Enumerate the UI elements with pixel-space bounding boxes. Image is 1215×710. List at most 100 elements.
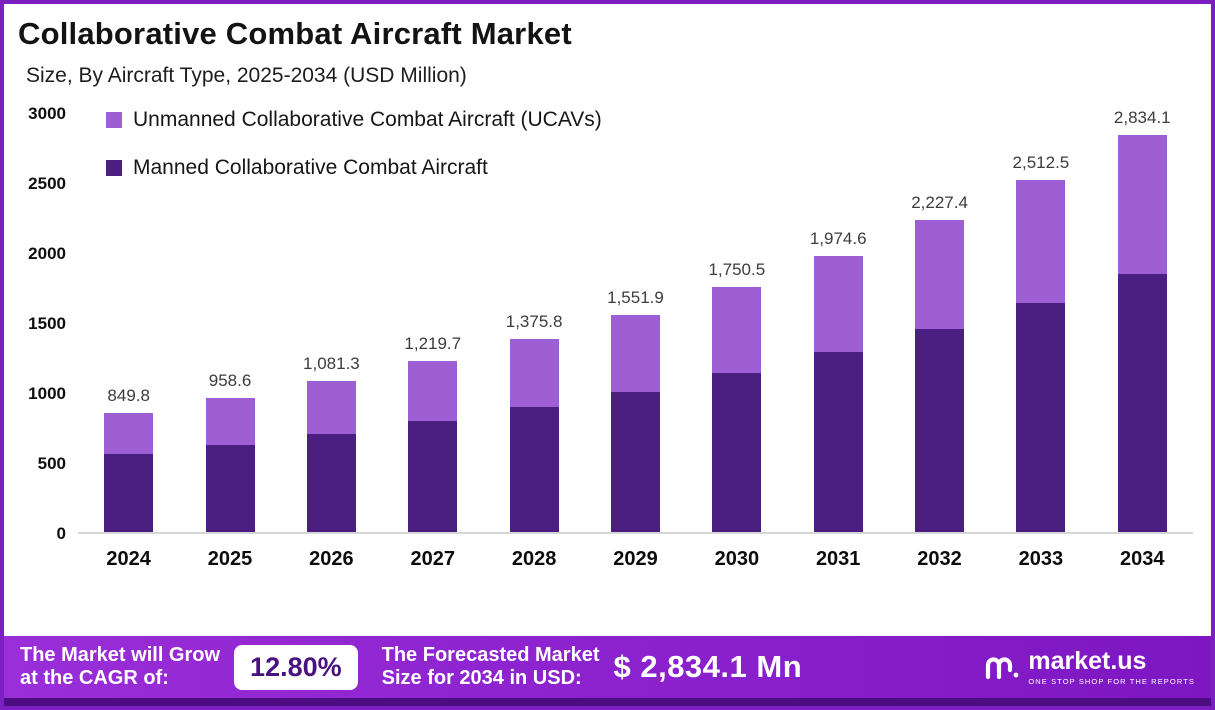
x-axis-label-2030: 2030 (714, 548, 760, 570)
x-axis-label-2025: 2025 (207, 548, 253, 570)
bar-total-label: 849.8 (107, 386, 150, 406)
legend-label: Manned Collaborative Combat Aircraft (133, 156, 488, 179)
legend-swatch (106, 160, 122, 176)
x-axis-label-2032: 2032 (917, 548, 962, 570)
stacked-bar-chart: 0 500 1000 1500 2000 2500 3000 Unmanned Collab… (18, 104, 1193, 571)
bar-total-label: 2,834.1 (1113, 108, 1171, 128)
bar-slot-2032: 2,227.4 (889, 193, 990, 532)
y-tick-label: 1500 (28, 314, 66, 333)
bar-slot-2034: 2,834.1 (1092, 108, 1193, 532)
y-tick-label: 3000 (28, 104, 66, 123)
bar-segment-unmanned (509, 339, 559, 408)
plot-area: Unmanned Collaborative Combat Aircraft (… (78, 108, 1193, 534)
bar-segment-unmanned (205, 397, 255, 446)
bar-segment-manned (205, 445, 255, 532)
bar-segment-unmanned (1117, 135, 1167, 274)
bar-segment-unmanned (408, 361, 458, 422)
stacked-bar-2030 (712, 286, 762, 532)
bar-segment-unmanned (813, 255, 863, 353)
x-axis: 2024 2025 2026 2027 2028 2029 2030 2031 2032 2033… (78, 534, 1193, 571)
cagr-label: The Market will Grow at the CAGR of: (20, 644, 220, 690)
forecast-value: $ 2,834.1 Mn (613, 649, 803, 684)
bar-segment-manned (306, 434, 356, 532)
x-axis-label-2027: 2027 (410, 548, 456, 570)
bar-slot-2028: 1,375.8 (483, 312, 584, 532)
stacked-bar-2031 (813, 255, 863, 532)
x-axis-label-2033: 2033 (1018, 548, 1064, 570)
bar-segment-unmanned (610, 314, 660, 392)
chart-section: Collaborative Combat Aircraft Market Siz… (4, 4, 1211, 636)
brand-tagline: ONE STOP SHOP FOR THE REPORTS (1028, 676, 1195, 686)
bar-slot-2025: 958.6 (179, 371, 280, 532)
y-tick-label: 1000 (28, 384, 66, 403)
bar-segment-manned (104, 454, 154, 532)
bar-slot-2030: 1,750.5 (686, 260, 787, 532)
page-title: Collaborative Combat Aircraft Market (18, 16, 572, 51)
stacked-bar-2024 (104, 413, 154, 532)
x-axis-label-2034: 2034 (1120, 548, 1165, 570)
legend-item: Unmanned Collaborative Combat Aircraft (… (106, 108, 602, 132)
legend: Unmanned Collaborative Combat Aircraft (… (106, 108, 602, 180)
cagr-label-line1: The Market will Grow (20, 644, 221, 666)
bar-total-label: 1,551.9 (607, 287, 664, 307)
bar-total-label: 1,375.8 (505, 312, 563, 332)
bar-segment-unmanned (1016, 180, 1066, 304)
cagr-value-badge: 12.80% (234, 644, 358, 690)
bar-total-label: 1,974.6 (809, 228, 867, 248)
bar-total-label: 1,219.7 (404, 334, 462, 354)
marketus-logo-icon (985, 654, 1019, 680)
bar-slot-2031: 1,974.6 (788, 229, 889, 532)
bar-total-label: 1,081.3 (303, 353, 360, 373)
stacked-bar-2025 (205, 397, 255, 532)
bar-segment-manned (1117, 273, 1167, 532)
forecast-label: The Forecasted Market Size for 2034 in U… (382, 644, 600, 690)
brand-name: market.us (1028, 646, 1147, 675)
stacked-bar-2032 (915, 220, 965, 532)
stacked-bar-2026 (306, 380, 356, 532)
forecast-label-line2: Size for 2034 in USD: (381, 667, 582, 689)
bar-total-label: 958.6 (208, 370, 252, 390)
bar-total-label: 2,512.5 (1012, 153, 1070, 173)
bar-slot-2027: 1,219.7 (382, 334, 483, 532)
y-axis: 0 500 1000 1500 2000 2500 3000 (18, 104, 78, 543)
bar-slot-2029: 1,551.9 (585, 288, 686, 532)
page-subtitle: Size, By Aircraft Type, 2025-2034 (USD M… (26, 64, 467, 87)
bar-total-label: 2,227.4 (911, 193, 968, 213)
legend-label: Unmanned Collaborative Combat Aircraft (… (133, 108, 602, 131)
legend-swatch (106, 112, 122, 128)
y-tick-label: 0 (56, 524, 66, 543)
y-tick-label: 2000 (28, 244, 66, 263)
bar-segment-manned (813, 352, 863, 532)
stacked-bar-2029 (610, 314, 660, 532)
bar-segment-manned (610, 392, 660, 532)
bar-segment-manned (712, 373, 762, 532)
bar-slot-2024: 849.8 (78, 386, 179, 532)
stacked-bar-2033 (1016, 180, 1066, 532)
stacked-bar-2027 (408, 361, 458, 532)
x-axis-label-2026: 2026 (309, 548, 354, 570)
x-axis-label-2028: 2028 (511, 548, 557, 570)
bar-segment-unmanned (915, 220, 965, 329)
stacked-bar-2028 (509, 339, 559, 532)
bar-segment-manned (408, 421, 458, 532)
bar-segment-unmanned (712, 286, 762, 374)
footer-banner: The Market will Grow at the CAGR of: 12.… (4, 636, 1211, 698)
bar-slot-2026: 1,081.3 (281, 354, 382, 532)
y-tick-label: 2500 (28, 174, 66, 193)
bar-segment-unmanned (306, 380, 356, 434)
bar-segment-manned (915, 329, 965, 532)
bar-slot-2033: 2,512.5 (990, 153, 1091, 532)
bar-total-label: 1,750.5 (708, 259, 766, 279)
bar-segment-manned (509, 407, 559, 532)
bar-segment-manned (1016, 303, 1066, 532)
x-axis-label-2031: 2031 (815, 548, 861, 570)
x-axis-label-2029: 2029 (613, 548, 658, 570)
footer-strip (4, 698, 1211, 706)
stacked-bar-2034 (1117, 135, 1167, 532)
forecast-label-line1: The Forecasted Market (381, 644, 600, 666)
brand-logo[interactable]: market.us ONE STOP SHOP FOR THE REPORTS (985, 646, 1195, 686)
y-tick-label: 500 (37, 454, 66, 473)
bar-segment-unmanned (104, 413, 154, 455)
x-axis-label-2024: 2024 (106, 548, 151, 570)
